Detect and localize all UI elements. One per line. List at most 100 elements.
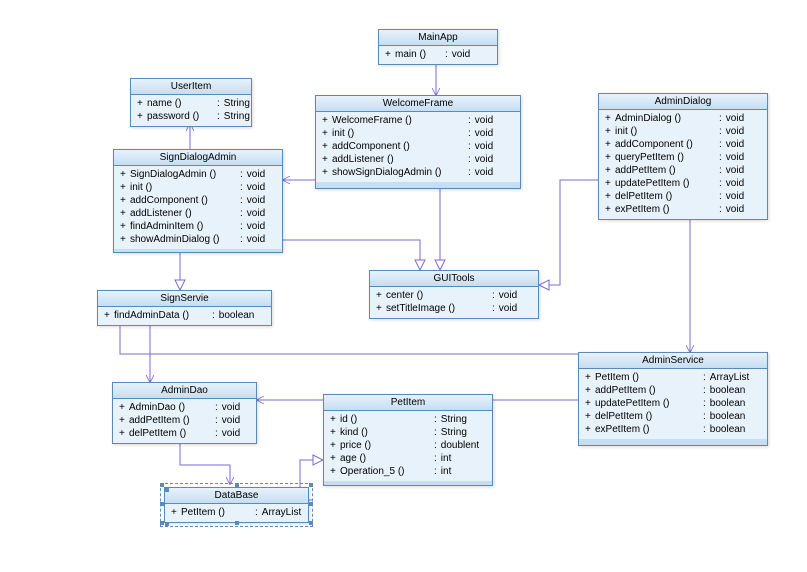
uml-class-PetItem[interactable]: PetItem+id ():String+kind ():String+pric… [323,394,493,486]
uml-member-type: boolean [706,410,746,423]
uml-member-type: void [471,127,493,140]
uml-class-SignDialogAdmin[interactable]: SignDialogAdmin+SignDialogAdmin ():void+… [113,149,283,253]
uml-class-body: +WelcomeFrame ():void+init ():void+addCo… [316,112,520,182]
selection-handle[interactable] [160,502,164,506]
uml-member-type: String [437,413,467,426]
uml-member-name: addListener () [332,153,466,166]
uml-member-type: String [220,97,250,110]
selection-handle[interactable] [160,483,164,487]
uml-member-visibility: + [605,138,615,151]
uml-class-UserItem[interactable]: UserItem+name ():String+password ():Stri… [130,78,252,127]
uml-member-name: addListener () [130,207,238,220]
selection-handle[interactable] [309,483,313,487]
uml-member-visibility: + [137,97,147,110]
uml-class-body: +id ():String+kind ():String+price ():do… [324,411,492,481]
uml-member-visibility: + [120,181,130,194]
uml-member-visibility: + [585,384,595,397]
uml-member-type: void [243,181,265,194]
uml-member-name: addComponent () [130,194,238,207]
uml-member-visibility: + [330,452,340,465]
uml-member-row: +init ():void [322,127,514,140]
uml-member-name: password () [147,110,215,123]
uml-member-visibility: + [605,125,615,138]
uml-member-name: init () [130,181,238,194]
uml-member-name: price () [340,439,432,452]
uml-member-row: +price ():doublent [330,439,486,452]
uml-member-row: +init ():void [120,181,276,194]
uml-member-visibility: + [585,397,595,410]
uml-member-visibility: + [322,114,332,127]
uml-member-visibility: + [376,302,386,315]
uml-member-type: void [218,427,240,440]
uml-class-DataBase[interactable]: DataBase+PetItem ():ArrayList [164,487,309,523]
uml-class-WelcomeFrame[interactable]: WelcomeFrame+WelcomeFrame ():void+init (… [315,95,521,189]
uml-member-type: void [722,164,744,177]
uml-class-AdminService[interactable]: AdminService+PetItem ():ArrayList+addPet… [578,352,768,446]
uml-member-row: +PetItem ():ArrayList [585,371,761,384]
uml-member-name: init () [332,127,466,140]
uml-member-type: String [220,110,250,123]
uml-member-type: void [471,140,493,153]
uml-class-title: MainApp [379,30,497,46]
selection-handle[interactable] [235,521,239,525]
uml-member-visibility: + [120,220,130,233]
selection-handle[interactable] [309,521,313,525]
uml-class-AdminDao[interactable]: AdminDao+AdminDao ():void+addPetItem ():… [112,382,257,444]
uml-member-name: main () [395,48,443,61]
uml-class-title: PetItem [324,395,492,411]
uml-member-name: addComponent () [332,140,466,153]
uml-member-visibility: + [376,289,386,302]
uml-class-title: SignDialogAdmin [114,150,282,166]
uml-member-visibility: + [171,506,181,519]
uml-class-GUITools[interactable]: GUITools+center ():void+setTitleImage ()… [369,270,539,319]
uml-member-name: center () [386,289,490,302]
uml-member-row: +addListener ():void [322,153,514,166]
uml-member-type: void [471,166,493,179]
uml-member-row: +PetItem ():ArrayList [171,506,302,519]
uml-member-type: boolean [706,397,746,410]
uml-class-body: +SignDialogAdmin ():void+init ():void+ad… [114,166,282,249]
connector-signservie-adminservice [120,324,734,354]
uml-class-body: +main ():void [379,46,497,64]
uml-member-type: int [437,465,452,478]
uml-member-type: String [437,426,467,439]
selection-handle[interactable] [160,521,164,525]
uml-member-visibility: + [330,439,340,452]
uml-class-title: AdminDialog [599,94,767,110]
uml-member-type: void [722,177,744,190]
uml-member-name: WelcomeFrame () [332,114,466,127]
uml-member-visibility: + [605,151,615,164]
uml-member-row: +Operation_5 ():int [330,465,486,478]
uml-member-visibility: + [120,168,130,181]
uml-member-visibility: + [120,233,130,246]
uml-member-name: PetItem () [181,506,253,519]
uml-class-body: +PetItem ():ArrayList+addPetItem ():bool… [579,369,767,439]
uml-member-row: +addPetItem ():void [605,164,761,177]
uml-class-SignServie[interactable]: SignServie+findAdminData ():boolean [97,290,272,326]
uml-member-name: Operation_5 () [340,465,432,478]
uml-member-visibility: + [137,110,147,123]
uml-member-name: showAdminDialog () [130,233,238,246]
uml-member-type: doublent [437,439,479,452]
uml-member-visibility: + [585,423,595,436]
uml-class-body: +center ():void+setTitleImage ():void [370,287,538,318]
uml-member-type: void [243,168,265,181]
uml-member-row: +setTitleImage ():void [376,302,532,315]
selection-handle[interactable] [235,483,239,487]
selection-handle[interactable] [309,502,313,506]
uml-member-name: PetItem () [595,371,701,384]
uml-class-title: UserItem [131,79,251,95]
uml-member-row: +addPetItem ():void [119,414,250,427]
uml-member-visibility: + [605,190,615,203]
uml-member-visibility: + [605,177,615,190]
uml-member-name: addPetItem () [615,164,717,177]
uml-member-type: ArrayList [706,371,749,384]
uml-class-AdminDialog[interactable]: AdminDialog+AdminDialog ():void+init ():… [598,93,768,220]
uml-member-row: +updatePetItem ():boolean [585,397,761,410]
uml-member-type: void [722,125,744,138]
uml-member-visibility: + [120,207,130,220]
uml-member-name: addPetItem () [129,414,213,427]
uml-class-title: AdminService [579,353,767,369]
uml-class-MainApp[interactable]: MainApp+main ():void [378,29,498,65]
uml-member-row: +SignDialogAdmin ():void [120,168,276,181]
